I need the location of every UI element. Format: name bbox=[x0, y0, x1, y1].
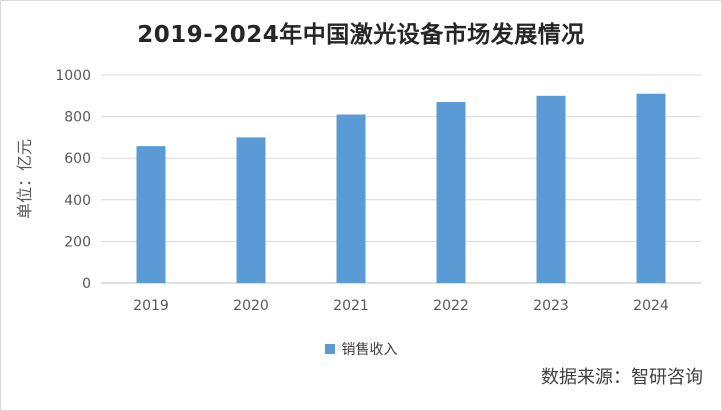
legend-label: 销售收入 bbox=[341, 342, 398, 358]
y-tick-label: 200 bbox=[64, 234, 91, 250]
x-tick-label: 2021 bbox=[333, 298, 369, 314]
x-tick-label: 2023 bbox=[533, 298, 569, 314]
y-tick-label: 400 bbox=[64, 193, 91, 209]
bar-2021 bbox=[336, 114, 366, 284]
chart-title: 2019-2024年中国激光设备市场发展情况 bbox=[137, 22, 585, 48]
x-tick-label: 2024 bbox=[633, 298, 669, 314]
y-tick-label: 600 bbox=[64, 151, 91, 167]
bar-2020 bbox=[236, 137, 266, 283]
y-tick-label: 0 bbox=[82, 276, 91, 292]
bar-2019 bbox=[136, 146, 166, 283]
bar-2024 bbox=[636, 93, 666, 283]
y-tick-label: 1000 bbox=[55, 68, 91, 84]
x-tick-label: 2020 bbox=[233, 298, 269, 314]
bar-2022 bbox=[436, 102, 466, 283]
legend: 销售收入 bbox=[1, 339, 721, 359]
x-tick-label: 2019 bbox=[133, 298, 169, 314]
x-tick-label: 2022 bbox=[433, 298, 469, 314]
legend-swatch bbox=[324, 344, 335, 354]
source-note: 数据来源：智研咨询 bbox=[541, 367, 703, 388]
y-tick-label: 800 bbox=[64, 110, 91, 126]
bar-2023 bbox=[536, 95, 566, 283]
